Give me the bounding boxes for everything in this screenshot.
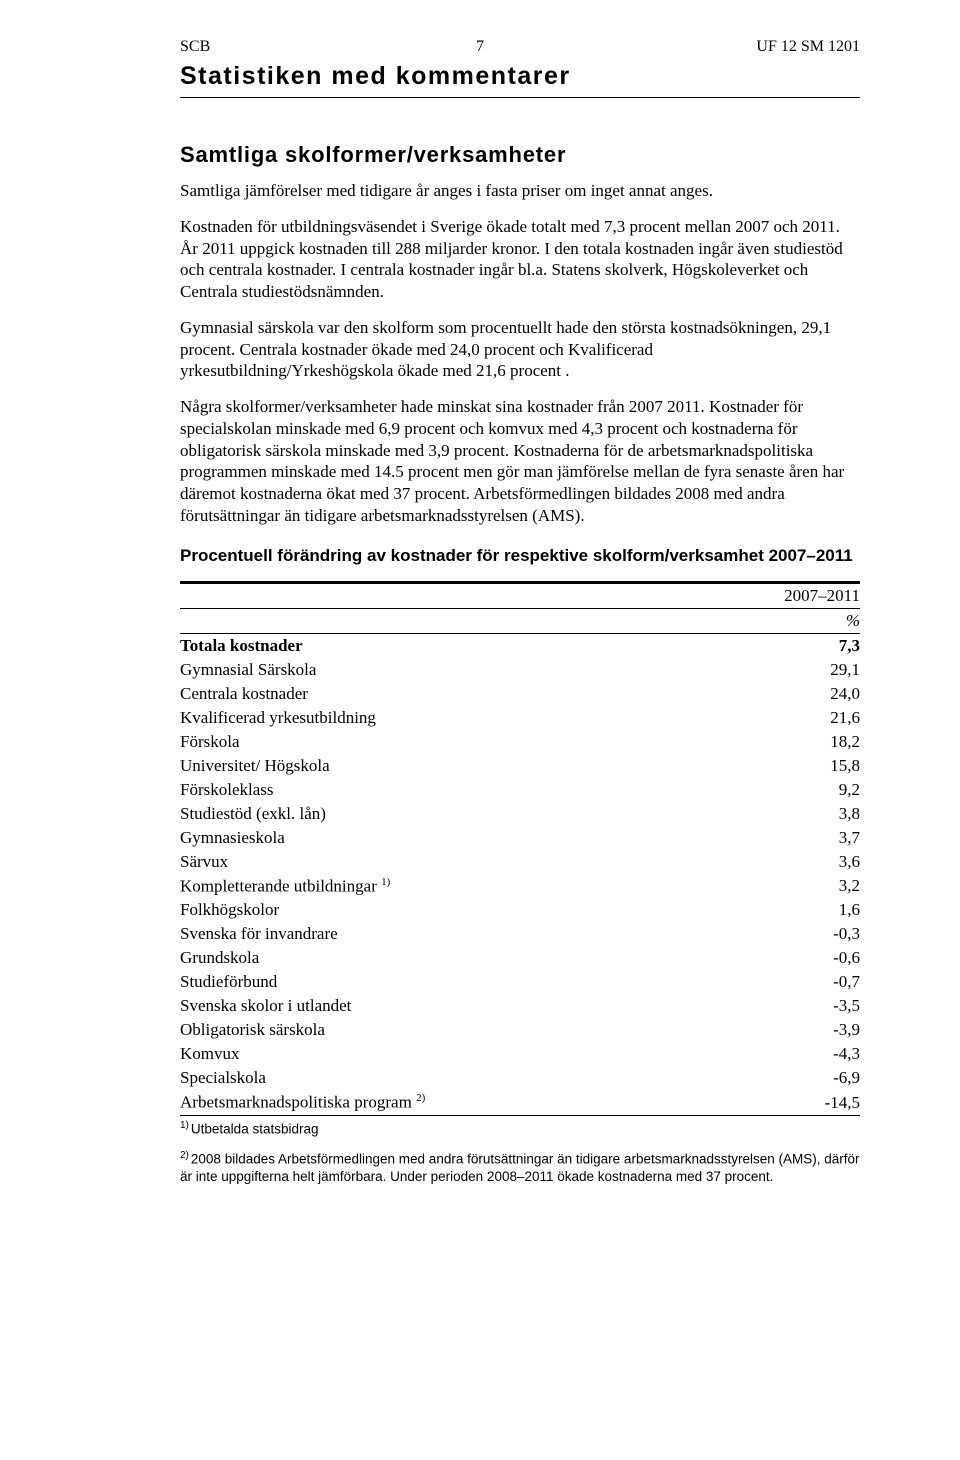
table-row-label: Svenska för invandrare — [180, 922, 699, 946]
table-row-label: Studiestöd (exkl. lån) — [180, 802, 699, 826]
table-row-label: Förskola — [180, 730, 699, 754]
table-row-label: Särvux — [180, 850, 699, 874]
table-row-label: Svenska skolor i utlandet — [180, 994, 699, 1018]
title-rule — [180, 97, 860, 98]
table-row: Gymnasieskola3,7 — [180, 826, 860, 850]
table-percent-symbol: % — [699, 608, 860, 633]
table-row: Förskoleklass9,2 — [180, 778, 860, 802]
table-row-value: 3,7 — [699, 826, 860, 850]
table-row-label: Kvalificerad yrkesutbildning — [180, 706, 699, 730]
paragraph: Några skolformer/verksamheter hade minsk… — [180, 396, 860, 527]
table-row-value: 3,8 — [699, 802, 860, 826]
footnote-1: 1)Utbetalda statsbidrag — [180, 1120, 860, 1138]
table-row-label: Gymnasieskola — [180, 826, 699, 850]
table-row: Svenska skolor i utlandet-3,5 — [180, 994, 860, 1018]
table-row-value: -14,5 — [699, 1090, 860, 1115]
table-row: Kvalificerad yrkesutbildning21,6 — [180, 706, 860, 730]
table-row: Kompletterande utbildningar 1)3,2 — [180, 874, 860, 899]
table-row-value: 15,8 — [699, 754, 860, 778]
footnote-2-text: 2008 bildades Arbetsförmedlingen med and… — [180, 1152, 860, 1184]
table-row-value: -6,9 — [699, 1066, 860, 1090]
table-row: Svenska för invandrare-0,3 — [180, 922, 860, 946]
table-heading: Procentuell förändring av kostnader för … — [180, 545, 860, 567]
table-row-value: 18,2 — [699, 730, 860, 754]
table-row-value: 9,2 — [699, 778, 860, 802]
table-row: Grundskola-0,6 — [180, 946, 860, 970]
header-left: SCB — [180, 38, 210, 56]
paragraph: Samtliga jämförelser med tidigare år ang… — [180, 180, 860, 202]
page-header: SCB 7 UF 12 SM 1201 — [180, 38, 860, 56]
table-row-label: Specialskola — [180, 1066, 699, 1090]
table-row: Förskola18,2 — [180, 730, 860, 754]
table-row-label: Komvux — [180, 1042, 699, 1066]
table-row-value: 7,3 — [699, 633, 860, 658]
table-row-label: Arbetsmarknadspolitiska program 2) — [180, 1090, 699, 1115]
table-row-value: 3,6 — [699, 850, 860, 874]
table-row-value: 1,6 — [699, 898, 860, 922]
footnote-2-sup: 2) — [180, 1150, 189, 1161]
table-row-label: Obligatorisk särskola — [180, 1018, 699, 1042]
table-row: Obligatorisk särskola-3,9 — [180, 1018, 860, 1042]
data-table: 2007–2011 % Totala kostnader7,3Gymnasial… — [180, 581, 860, 1116]
header-page-number: 7 — [476, 38, 484, 56]
table-row-label: Grundskola — [180, 946, 699, 970]
page-title: Statistiken med kommentarer — [180, 62, 860, 91]
table-cell-empty — [180, 608, 699, 633]
table-row: Gymnasial Särskola29,1 — [180, 658, 860, 682]
table-row-label: Gymnasial Särskola — [180, 658, 699, 682]
table-row-label: Studieförbund — [180, 970, 699, 994]
table-row-label: Förskoleklass — [180, 778, 699, 802]
table-row: Särvux3,6 — [180, 850, 860, 874]
table-row-value: -3,9 — [699, 1018, 860, 1042]
table-bottom-rule — [180, 1115, 860, 1116]
paragraph: Kostnaden för utbildningsväsendet i Sver… — [180, 216, 860, 303]
table-row-label: Centrala kostnader — [180, 682, 699, 706]
table-row: Studieförbund-0,7 — [180, 970, 860, 994]
table-row: Folkhögskolor1,6 — [180, 898, 860, 922]
table-row-value: -0,6 — [699, 946, 860, 970]
table-row-sup: 2) — [416, 1092, 425, 1104]
footnote-1-sup: 1) — [180, 1120, 189, 1131]
table-row: Studiestöd (exkl. lån)3,8 — [180, 802, 860, 826]
table-row-value: 21,6 — [699, 706, 860, 730]
table-header-row: 2007–2011 — [180, 582, 860, 608]
table-row-value: -4,3 — [699, 1042, 860, 1066]
table-header-empty — [180, 582, 699, 608]
footnote-2: 2)2008 bildades Arbetsförmedlingen med a… — [180, 1150, 860, 1185]
table-row-label: Totala kostnader — [180, 633, 699, 658]
table-row: Totala kostnader7,3 — [180, 633, 860, 658]
table-row-sup: 1) — [381, 876, 390, 888]
table-row-value: -3,5 — [699, 994, 860, 1018]
table-header-period: 2007–2011 — [699, 582, 860, 608]
table-row-value: 29,1 — [699, 658, 860, 682]
section-heading: Samtliga skolformer/verksamheter — [180, 142, 860, 168]
table-row-value: -0,3 — [699, 922, 860, 946]
table-row: Arbetsmarknadspolitiska program 2)-14,5 — [180, 1090, 860, 1115]
paragraph: Gymnasial särskola var den skolform som … — [180, 317, 860, 382]
table-row: Komvux-4,3 — [180, 1042, 860, 1066]
footnote-1-text: Utbetalda statsbidrag — [191, 1121, 319, 1136]
table-row-value: -0,7 — [699, 970, 860, 994]
table-row: Centrala kostnader24,0 — [180, 682, 860, 706]
table-percent-row: % — [180, 608, 860, 633]
table-row-label: Kompletterande utbildningar 1) — [180, 874, 699, 899]
table-row: Universitet/ Högskola15,8 — [180, 754, 860, 778]
table-row-label: Folkhögskolor — [180, 898, 699, 922]
table-row-value: 3,2 — [699, 874, 860, 899]
table-row: Specialskola-6,9 — [180, 1066, 860, 1090]
table-row-label: Universitet/ Högskola — [180, 754, 699, 778]
header-right: UF 12 SM 1201 — [756, 38, 860, 56]
table-row-value: 24,0 — [699, 682, 860, 706]
